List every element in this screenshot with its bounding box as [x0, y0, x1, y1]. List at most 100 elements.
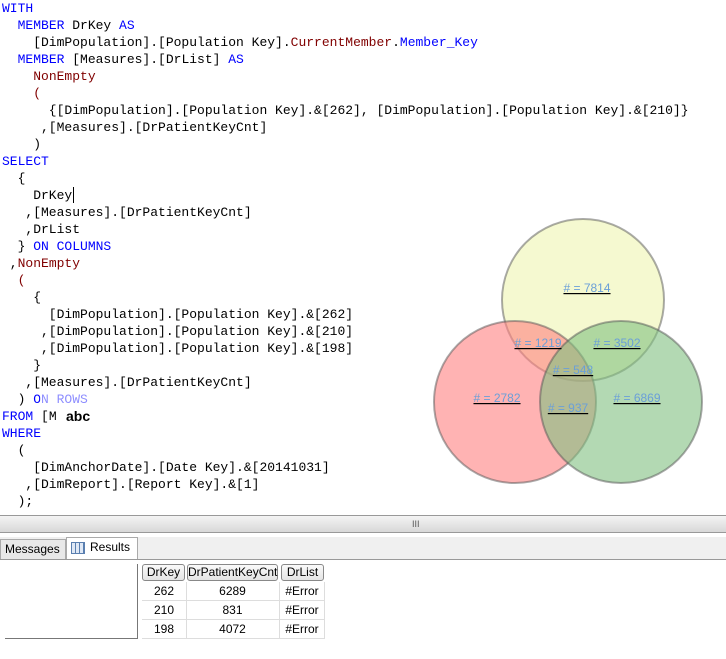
code-line: ,NonEmpty	[2, 255, 80, 272]
code-line: WHERE	[2, 425, 41, 442]
redacted-region	[5, 564, 138, 639]
code-token: MEMBER	[17, 52, 65, 67]
column-header-drpatientkeycnt[interactable]: DrPatientKeyCnt	[187, 564, 278, 581]
code-token: AS	[228, 52, 244, 67]
table-cell[interactable]: 198	[142, 620, 187, 639]
table-cell[interactable]: 4072	[186, 620, 280, 639]
venn-label-top-left[interactable]: # = 1219	[514, 336, 561, 350]
code-line: );	[2, 493, 34, 510]
table-cell[interactable]: 210	[142, 601, 187, 620]
grid-icon	[71, 541, 85, 554]
tab-results[interactable]: Results	[66, 537, 138, 559]
code-line: }	[2, 357, 41, 374]
code-token: [Measures].[DrList]	[64, 52, 229, 67]
code-token: DrKey	[2, 188, 73, 203]
code-token: MEMBER	[17, 18, 65, 33]
code-token: WITH	[2, 1, 34, 16]
code-token: {	[2, 290, 42, 305]
results-tabs: Messages Results	[0, 537, 726, 560]
code-line: MEMBER DrKey AS	[2, 17, 135, 34]
code-line: DrKey	[2, 187, 72, 204]
code-line: FROM [M	[2, 408, 57, 425]
table-cell[interactable]: 262	[142, 582, 187, 601]
code-token: )	[2, 392, 34, 407]
table-cell[interactable]: #Error	[280, 620, 325, 639]
results-grid: DrKey DrPatientKeyCnt DrList 262 6289 #Err…	[0, 562, 726, 659]
code-line: ,[DimPopulation].[Population Key].&[210]	[2, 323, 353, 340]
code-line: ,[DimPopulation].[Population Key].&[198]	[2, 340, 353, 357]
pane-splitter[interactable]: III	[0, 515, 726, 533]
tab-messages[interactable]: Messages	[0, 539, 66, 559]
code-line: (	[2, 85, 41, 102]
table-cell[interactable]: #Error	[280, 582, 325, 601]
venn-label-top[interactable]: # = 7814	[563, 281, 610, 295]
table-cell[interactable]: 831	[186, 601, 280, 620]
code-token: }	[2, 239, 34, 254]
code-token: (	[17, 273, 26, 288]
code-token: CurrentMember	[290, 35, 393, 50]
code-token: AS	[119, 18, 135, 33]
code-token: }	[2, 358, 42, 373]
code-line: ,[DimReport].[Report Key].&[1]	[2, 476, 259, 493]
code-token: ,[Measures].[DrPatientKeyCnt]	[2, 205, 252, 220]
tooltip-shadow	[40, 392, 100, 406]
code-token: ,[DimReport].[Report Key].&[1]	[2, 477, 260, 492]
code-token: {	[2, 171, 26, 186]
code-token: NonEmpty	[17, 256, 81, 271]
venn-diagram: # = 7814 # = 2782 # = 6869 # = 1219 # = 3502…	[433, 218, 703, 484]
code-token: DrKey	[64, 18, 120, 33]
code-token: SELECT	[2, 154, 49, 169]
code-line: ,[Measures].[DrPatientKeyCnt]	[2, 119, 267, 136]
splitter-grip[interactable]: III	[412, 519, 420, 529]
venn-label-right[interactable]: # = 6869	[613, 391, 660, 405]
code-line: [DimPopulation].[Population Key].&[262]	[2, 306, 353, 323]
code-token: ,DrList	[2, 222, 81, 237]
code-line: ,[Measures].[DrPatientKeyCnt]	[2, 374, 252, 391]
tab-results-label: Results	[90, 540, 131, 554]
text-caret	[73, 187, 74, 203]
code-token: ,[Measures].[DrPatientKeyCnt]	[2, 120, 268, 135]
code-token: NonEmpty	[33, 69, 96, 84]
venn-label-left[interactable]: # = 2782	[473, 391, 520, 405]
code-line: [DimPopulation].[Population Key].Current…	[2, 34, 478, 51]
venn-circle-right	[539, 320, 703, 484]
code-token: (	[2, 443, 26, 458]
table-cell[interactable]: #Error	[280, 601, 325, 620]
code-line: SELECT	[2, 153, 49, 170]
code-token: );	[2, 494, 34, 509]
code-token: {[DimPopulation].[Population Key].&[262]…	[2, 103, 689, 118]
code-token: ,[DimPopulation].[Population Key].&[198]	[2, 341, 354, 356]
code-line: NonEmpty	[2, 68, 96, 85]
code-token: ,	[2, 256, 18, 271]
code-token: )	[2, 137, 42, 152]
code-token: ,[DimPopulation].[Population Key].&[210]	[2, 324, 354, 339]
code-token: [DimAnchorDate].[Date Key].&[20141031]	[2, 460, 330, 475]
code-token: ON COLUMNS	[33, 239, 112, 254]
code-line: {	[2, 170, 26, 187]
table-cell[interactable]: 6289	[186, 582, 280, 601]
code-line: (	[2, 272, 26, 289]
code-line: ,[Measures].[DrPatientKeyCnt]	[2, 204, 252, 221]
code-line: (	[2, 442, 26, 459]
code-line: )	[2, 136, 41, 153]
code-token: ,[Measures].[DrPatientKeyCnt]	[2, 375, 252, 390]
code-line: ,DrList	[2, 221, 80, 238]
column-header-drlist[interactable]: DrList	[281, 564, 324, 581]
venn-label-left-right[interactable]: # = 937	[548, 401, 589, 415]
venn-label-top-right[interactable]: # = 3502	[593, 336, 640, 350]
tab-messages-label: Messages	[5, 542, 60, 556]
code-line: [DimAnchorDate].[Date Key].&[20141031]	[2, 459, 330, 476]
code-token: [DimPopulation].[Population Key].&[262]	[2, 307, 354, 322]
code-token: (	[33, 86, 42, 101]
code-token: .	[392, 35, 400, 50]
code-token: [DimPopulation].[Population Key].	[2, 35, 291, 50]
code-token: [M	[33, 409, 57, 424]
intellisense-tooltip: abc	[64, 408, 93, 424]
code-token: WHERE	[2, 426, 42, 441]
code-token: FROM	[2, 409, 34, 424]
venn-label-center[interactable]: # = 548	[553, 363, 594, 377]
column-header-drkey[interactable]: DrKey	[142, 564, 185, 581]
code-line: } ON COLUMNS	[2, 238, 112, 255]
code-line: WITH	[2, 0, 33, 17]
code-line: MEMBER [Measures].[DrList] AS	[2, 51, 244, 68]
